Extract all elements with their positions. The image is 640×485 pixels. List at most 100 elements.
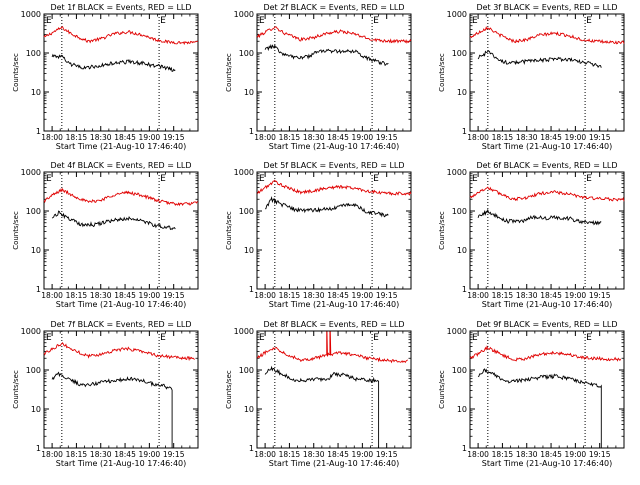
plot-frame [43,330,199,449]
lld-series-line [256,331,409,364]
y-tick-label: 1000 [21,168,41,177]
x-tick-label: 19:00 [565,133,587,142]
x-tick-label: 18:00 [254,450,276,459]
x-tick-label: 18:00 [41,450,63,459]
events-series-line [477,368,602,448]
marker-label-right: E [160,333,166,343]
plot-frame [43,13,199,132]
panel-3: Det 3f BLACK = Events, RED = LLD 1 10 100 10… [438,3,625,151]
y-tick-label: 100 [452,207,467,216]
y-tick-label: 100 [26,49,41,58]
x-tick-label: 18:45 [327,133,349,142]
y-tick-label: 1 [462,444,467,453]
x-tick-label: 19:15 [163,291,185,300]
lld-series-line [469,25,625,45]
x-axis-label: Start Time (21-Aug-10 17:46:40) [482,142,613,151]
events-series-line [264,365,380,448]
y-tick-label: 1 [462,285,467,294]
x-tick-label: 19:00 [139,291,161,300]
y-axis-label: Counts/sec [438,370,446,409]
plot-frame [469,171,625,290]
lld-series-line [43,26,199,46]
x-tick-label: 18:15 [279,450,301,459]
lld-series-line [256,179,412,196]
plot-frame [43,171,199,290]
marker-label-left: E [472,174,478,184]
x-tick-label: 18:45 [540,291,562,300]
panel-title: Det 4f BLACK = Events, RED = LLD [50,161,191,170]
x-tick-label: 18:30 [303,450,325,459]
x-axis-label: Start Time (21-Aug-10 17:46:40) [56,459,187,468]
lld-series-line [469,345,622,362]
y-axis-label: Counts/sec [12,53,20,92]
y-tick-label: 1000 [234,168,254,177]
lld-series-line [43,342,195,362]
panel-title: Det 2f BLACK = Events, RED = LLD [263,3,404,12]
y-tick-label: 10 [31,246,41,255]
marker-label-right: E [373,16,379,26]
marker-label-left: E [46,174,52,184]
x-axis-label: Start Time (21-Aug-10 17:46:40) [56,300,187,309]
y-tick-label: 1000 [21,10,41,19]
y-axis-label: Counts/sec [12,211,20,250]
x-tick-label: 18:30 [90,291,112,300]
x-tick-label: 19:00 [352,291,374,300]
events-series-line [51,210,176,231]
y-axis-label: Counts/sec [225,211,233,250]
x-tick-label: 18:45 [540,133,562,142]
x-tick-label: 19:15 [376,450,398,459]
y-tick-label: 1 [249,127,254,136]
panel-2: Det 2f BLACK = Events, RED = LLD 1 10 100 10… [225,3,412,151]
x-tick-label: 18:45 [114,450,136,459]
x-tick-label: 18:30 [516,291,538,300]
marker-label-right: E [586,174,592,184]
y-tick-label: 100 [239,207,254,216]
lld-series-line [469,186,625,202]
x-tick-label: 19:15 [589,291,611,300]
x-tick-label: 18:30 [90,133,112,142]
y-tick-label: 1 [36,285,41,294]
x-tick-label: 18:00 [41,133,63,142]
marker-label-left: E [259,16,265,26]
panel-title: Det 9f BLACK = Events, RED = LLD [476,320,617,329]
x-tick-label: 19:15 [163,450,185,459]
marker-label-left: E [46,16,52,26]
x-tick-label: 18:15 [66,450,88,459]
plot-frame [469,13,625,132]
y-axis-label: Counts/sec [225,53,233,92]
marker-label-left: E [259,174,265,184]
y-tick-label: 1000 [21,327,41,336]
panel-6: Det 6f BLACK = Events, RED = LLD 1 10 100 10… [438,161,625,309]
marker-label-right: E [373,333,379,343]
y-tick-label: 10 [244,88,254,97]
x-tick-label: 18:15 [492,291,514,300]
panel-9: Det 9f BLACK = Events, RED = LLD 1 10 100 10… [438,320,625,468]
y-tick-label: 1000 [234,327,254,336]
x-tick-label: 18:00 [467,450,489,459]
y-tick-label: 1000 [447,168,467,177]
x-tick-label: 19:00 [139,133,161,142]
x-axis-label: Start Time (21-Aug-10 17:46:40) [56,142,187,151]
events-series-line [477,50,602,68]
lld-series-line [256,26,412,44]
y-axis-label: Counts/sec [225,370,233,409]
panel-5: Det 5f BLACK = Events, RED = LLD 1 10 100 10… [225,161,412,309]
events-series-line [265,196,389,218]
x-tick-label: 18:15 [492,450,514,459]
x-tick-label: 18:15 [279,133,301,142]
y-tick-label: 10 [31,405,41,414]
panel-title: Det 8f BLACK = Events, RED = LLD [263,320,404,329]
y-tick-label: 1 [249,285,254,294]
x-axis-label: Start Time (21-Aug-10 17:46:40) [482,300,613,309]
marker-label-left: E [46,333,52,343]
x-tick-label: 19:15 [589,450,611,459]
events-series-line [477,208,602,226]
x-tick-label: 18:45 [327,450,349,459]
x-tick-label: 18:15 [492,133,514,142]
marker-label-right: E [586,333,592,343]
x-tick-label: 18:00 [41,291,63,300]
x-tick-label: 18:30 [90,450,112,459]
plot-frame [256,13,412,132]
